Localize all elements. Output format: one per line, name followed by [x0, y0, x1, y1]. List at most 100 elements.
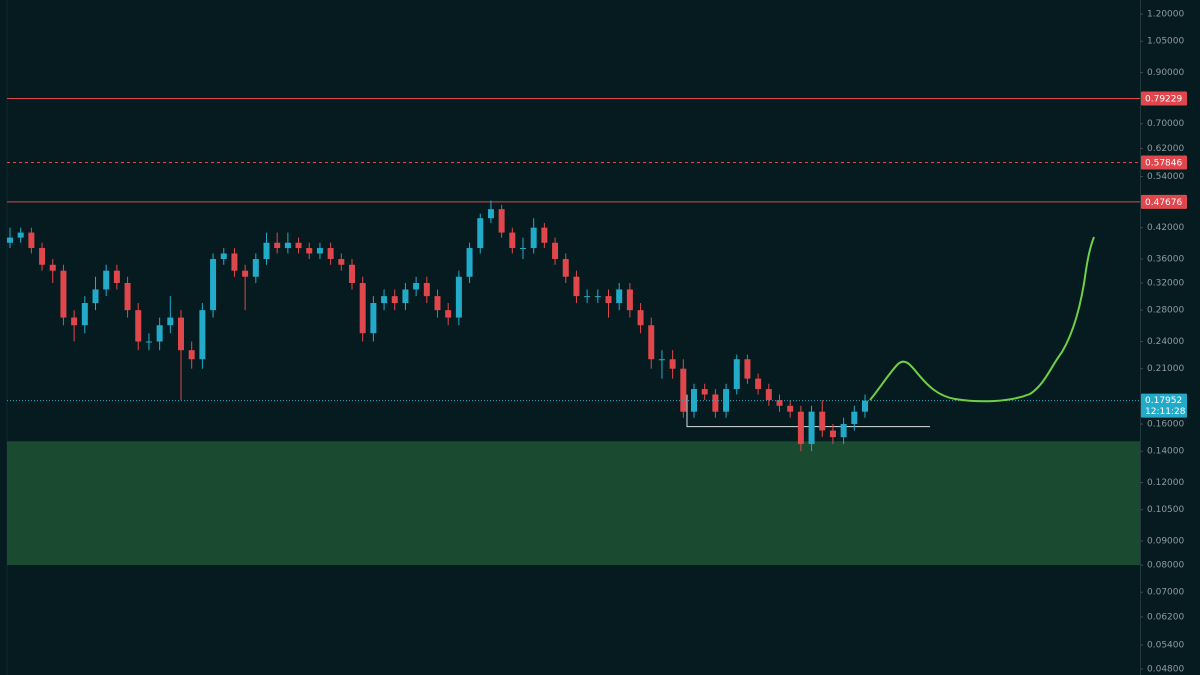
y-tick-label: 0.08000 [1147, 561, 1184, 571]
candle-body [113, 270, 120, 283]
candle-body [402, 289, 409, 304]
candle-body [562, 259, 569, 277]
candle-body [487, 209, 494, 219]
candle-body [284, 242, 291, 249]
candle-body [167, 317, 174, 326]
level-label: 0.47676 [1145, 198, 1182, 208]
candle-body [252, 259, 259, 277]
candle-body [145, 341, 152, 343]
candle-body [17, 232, 24, 238]
y-tick-label: 0.90000 [1147, 68, 1184, 78]
candle-body [552, 242, 559, 260]
level-label: 0.79229 [1145, 95, 1182, 105]
candle-body [744, 359, 751, 379]
candle-body [49, 264, 56, 271]
y-tick-label: 0.06200 [1147, 612, 1184, 622]
y-tick-label: 0.14000 [1147, 447, 1184, 457]
candle-body [28, 232, 35, 249]
support-line [686, 394, 930, 428]
candle-body [7, 237, 13, 243]
candle-body [573, 276, 580, 297]
candle-body [220, 253, 227, 260]
candle-body [530, 227, 537, 249]
candle-body [370, 303, 377, 334]
candle-body [755, 378, 762, 390]
candle-body [316, 248, 323, 254]
candle-body [616, 289, 623, 304]
candle-body [808, 411, 815, 445]
candle-body [445, 310, 452, 318]
countdown-label: 12:11:28 [1145, 407, 1186, 417]
projection-curve [869, 236, 1095, 403]
candle-body [648, 325, 655, 360]
candle-body [829, 430, 836, 438]
candle-body [765, 389, 772, 401]
target-zone [7, 441, 1140, 566]
y-tick-label: 0.54000 [1147, 172, 1184, 182]
candle-body [391, 296, 398, 304]
candle-body [178, 317, 184, 351]
candle-body [71, 317, 78, 326]
y-tick-label: 0.21000 [1147, 364, 1184, 374]
candle-body [156, 325, 163, 342]
candle-body [840, 424, 847, 438]
candle-body [776, 400, 783, 406]
candle-body [92, 289, 99, 304]
y-tick-label: 0.62000 [1147, 144, 1184, 154]
candle-body [455, 276, 462, 318]
candle-body [680, 368, 687, 412]
candle-body [423, 282, 430, 297]
candle-body [862, 400, 868, 412]
y-tick-label: 0.24000 [1147, 337, 1184, 347]
candle-body [477, 218, 484, 249]
last-price-label-bg [1141, 393, 1187, 418]
y-tick-label: 0.16000 [1147, 420, 1184, 430]
y-tick-label: 0.10500 [1147, 505, 1184, 515]
candle-body [594, 296, 601, 298]
candle-body [851, 411, 858, 425]
candle-body [466, 248, 473, 277]
candle-body [124, 282, 131, 311]
candle-body [81, 303, 88, 326]
candle-body [60, 270, 67, 318]
candle-body [626, 289, 633, 311]
candle-body [263, 242, 270, 260]
candle-body [584, 296, 591, 298]
candle-body [231, 253, 238, 271]
y-tick-label: 0.09000 [1147, 537, 1184, 547]
y-tick-label: 0.04800 [1147, 664, 1184, 674]
y-tick-label: 0.05400 [1147, 641, 1184, 651]
candle-body [306, 248, 313, 254]
y-tick-label: 0.32000 [1147, 278, 1184, 288]
candle-body [712, 394, 719, 412]
candle-body [210, 259, 217, 311]
candle-body [338, 259, 345, 265]
candle-body [327, 248, 334, 260]
y-tick-label: 0.12000 [1147, 478, 1184, 488]
candle-body [797, 411, 804, 445]
candle-body [733, 359, 740, 390]
candle-body [605, 296, 612, 304]
candle-body [295, 242, 302, 249]
candle-body [242, 270, 249, 277]
candle-body [349, 264, 355, 283]
candle-body [274, 242, 281, 249]
candle-body [39, 248, 46, 265]
y-tick-label: 0.07000 [1147, 588, 1184, 598]
candle-body [199, 310, 206, 360]
y-tick-label: 1.05000 [1147, 37, 1184, 47]
candle-body [413, 282, 420, 290]
candle-body [520, 248, 526, 250]
y-tick-label: 0.70000 [1147, 119, 1184, 129]
y-tick-label: 0.28000 [1147, 306, 1184, 316]
y-tick-label: 1.20000 [1147, 10, 1184, 20]
candle-body [637, 310, 644, 326]
last-price-label: 0.17952 [1145, 396, 1182, 406]
level-label-bg [1141, 91, 1187, 106]
candle-body [658, 359, 665, 361]
candle-body [359, 282, 366, 334]
candle-body [787, 405, 794, 412]
candle-body [135, 310, 142, 342]
candle-body [509, 232, 516, 249]
